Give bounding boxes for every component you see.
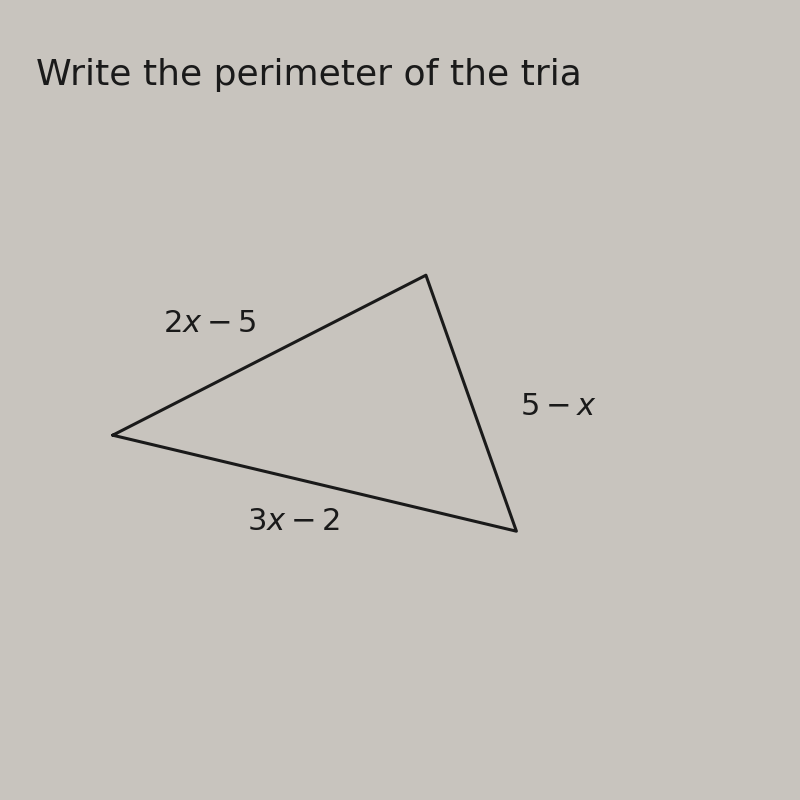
Text: $5 - x$: $5 - x$ xyxy=(520,392,597,421)
Text: $2x - 5$: $2x - 5$ xyxy=(163,309,257,338)
Text: Write the perimeter of the tria: Write the perimeter of the tria xyxy=(36,58,582,91)
Text: $3x - 2$: $3x - 2$ xyxy=(247,507,340,536)
